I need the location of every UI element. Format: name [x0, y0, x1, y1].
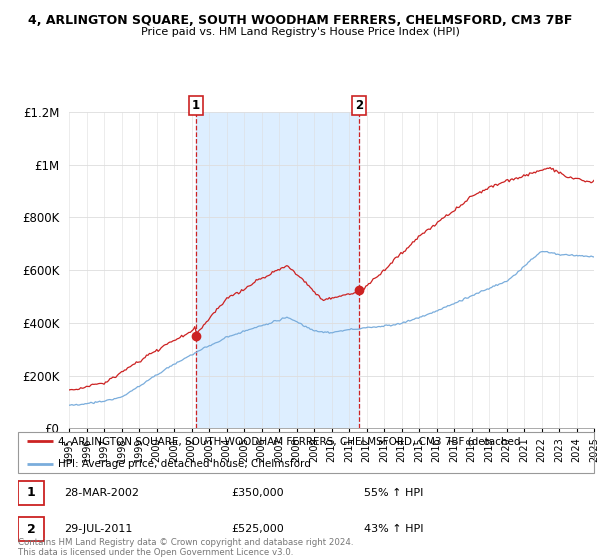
Text: Price paid vs. HM Land Registry's House Price Index (HPI): Price paid vs. HM Land Registry's House … — [140, 27, 460, 37]
Bar — [196, 112, 359, 428]
Text: 1: 1 — [191, 99, 200, 112]
Text: £525,000: £525,000 — [231, 524, 284, 534]
Text: 55% ↑ HPI: 55% ↑ HPI — [364, 488, 423, 498]
Text: 29-JUL-2011: 29-JUL-2011 — [64, 524, 133, 534]
Text: 4, ARLINGTON SQUARE, SOUTH WOODHAM FERRERS, CHELMSFORD, CM3 7BF: 4, ARLINGTON SQUARE, SOUTH WOODHAM FERRE… — [28, 14, 572, 27]
Text: Contains HM Land Registry data © Crown copyright and database right 2024.
This d: Contains HM Land Registry data © Crown c… — [18, 538, 353, 557]
Text: 2: 2 — [355, 99, 363, 112]
Text: 4, ARLINGTON SQUARE, SOUTH WOODHAM FERRERS, CHELMSFORD, CM3 7BF (detached: 4, ARLINGTON SQUARE, SOUTH WOODHAM FERRE… — [58, 436, 521, 446]
Text: 43% ↑ HPI: 43% ↑ HPI — [364, 524, 423, 534]
FancyBboxPatch shape — [18, 517, 44, 542]
Text: 28-MAR-2002: 28-MAR-2002 — [64, 488, 139, 498]
Text: 2: 2 — [26, 522, 35, 535]
Text: £350,000: £350,000 — [231, 488, 284, 498]
Text: HPI: Average price, detached house, Chelmsford: HPI: Average price, detached house, Chel… — [58, 459, 311, 469]
FancyBboxPatch shape — [18, 480, 44, 505]
Text: 1: 1 — [26, 487, 35, 500]
